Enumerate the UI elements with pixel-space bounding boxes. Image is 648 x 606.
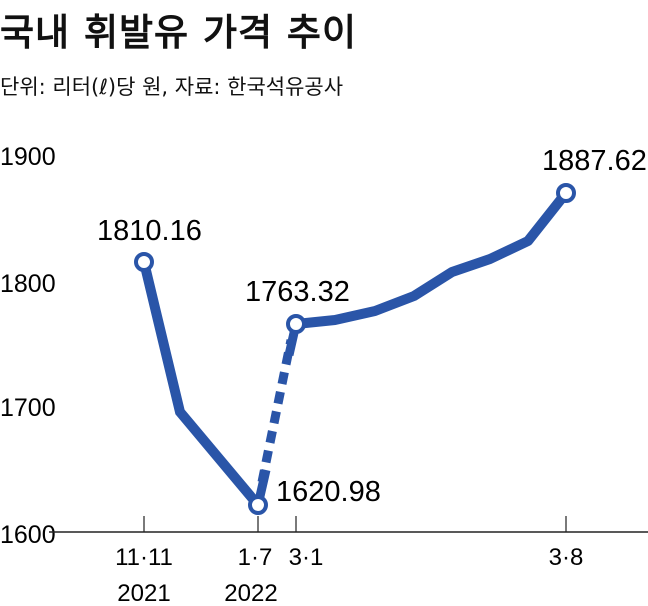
x-tick-2021: 2021 <box>117 580 170 606</box>
x-tick-11-11: 11·11 <box>115 544 173 571</box>
line-segment-decline <box>139 260 262 509</box>
x-tick-2022: 2022 <box>224 580 277 606</box>
x-tick-3-1: 3·1 <box>289 544 324 571</box>
y-tick-1600: 1600 <box>0 521 56 549</box>
value-label-1763: 1763.32 <box>245 276 350 308</box>
y-tick-1700: 1700 <box>0 394 56 422</box>
line-segment-rise <box>295 189 570 329</box>
marker-3-8 <box>556 183 576 203</box>
marker-1-7 <box>248 495 268 515</box>
marker-11-11 <box>134 252 154 272</box>
value-label-1887: 1887.62 <box>542 145 647 177</box>
chart-subtitle: 단위: 리터(ℓ)당 원, 자료: 한국석유공사 <box>0 75 344 99</box>
chart-title: 국내 휘발유 가격 추이 <box>0 11 358 54</box>
y-tick-1900: 1900 <box>0 143 56 171</box>
marker-3-1 <box>286 314 306 334</box>
x-tick-1-7: 1·7 <box>238 544 273 571</box>
line-segment-gap-dashed <box>257 339 296 483</box>
x-tick-3-8: 3·8 <box>549 544 584 571</box>
value-label-1810: 1810.16 <box>97 215 202 247</box>
y-tick-1800: 1800 <box>0 270 56 298</box>
value-label-1620: 1620.98 <box>276 476 381 508</box>
